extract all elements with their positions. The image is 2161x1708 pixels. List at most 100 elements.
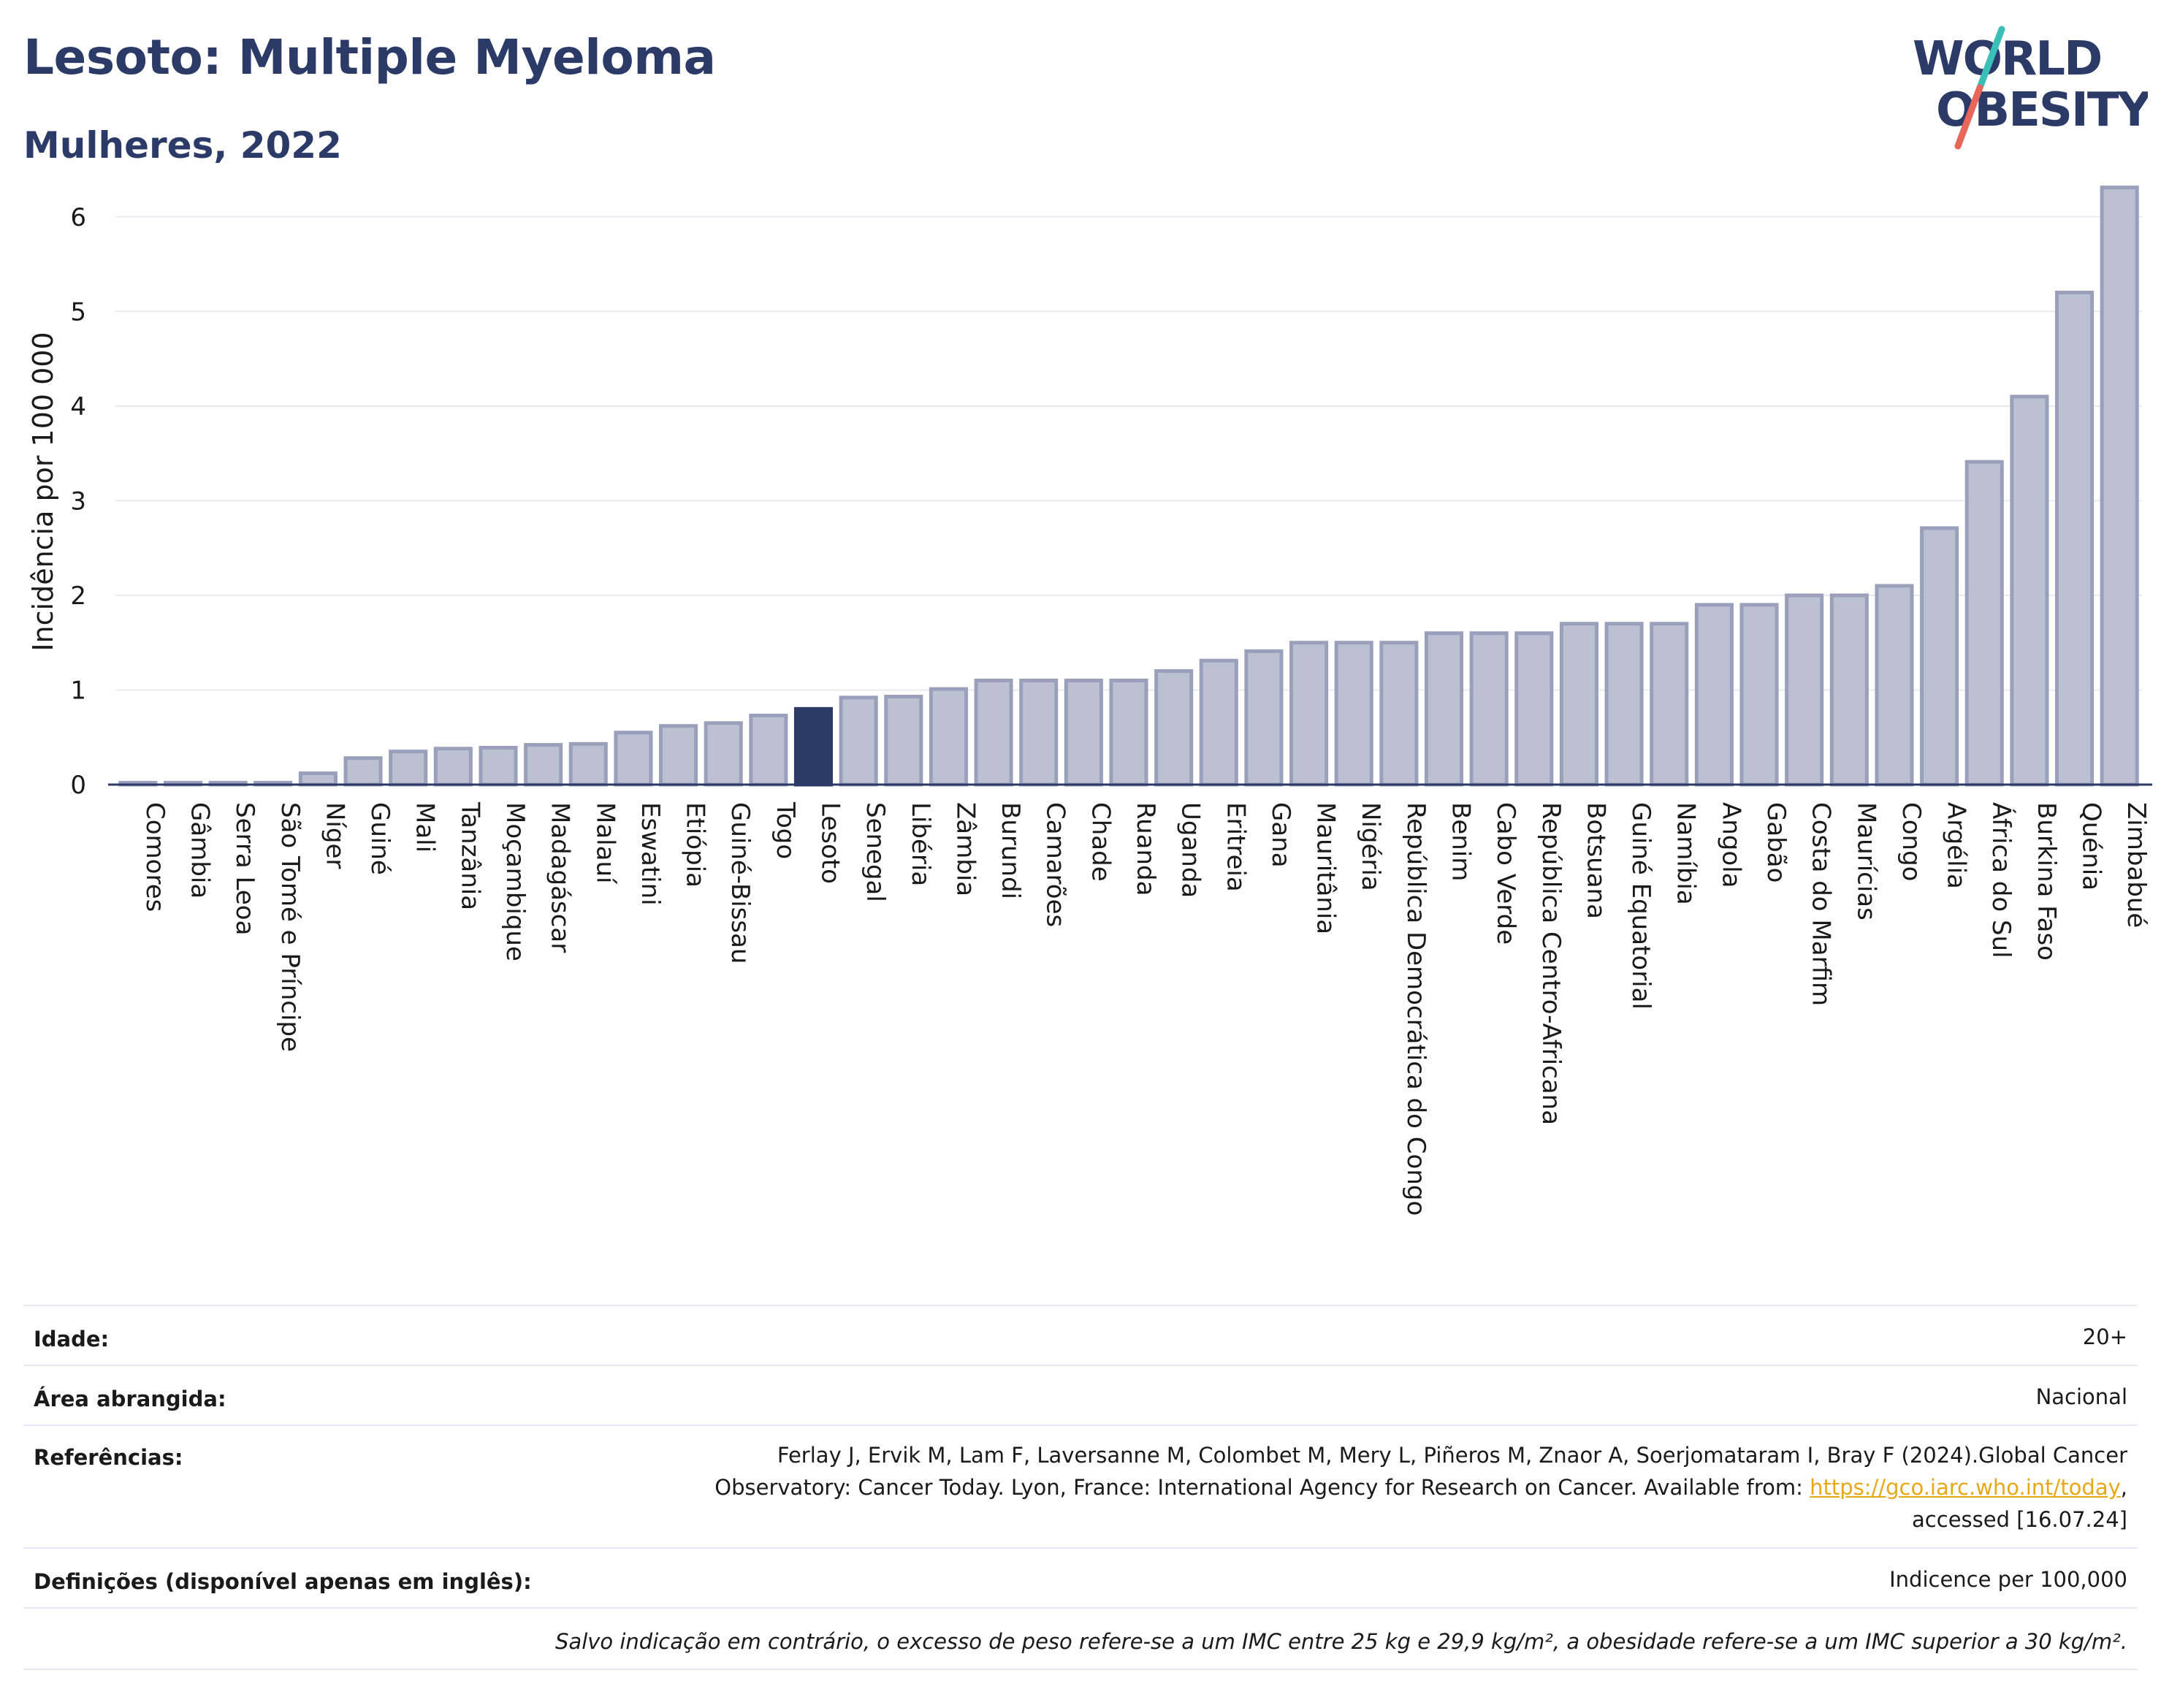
definitions-value: Indicence per 100,000 [1889,1567,2127,1592]
x-tick-label: Eswatini [636,802,665,906]
bar [1379,641,1419,787]
age-label: Idade: [34,1327,110,1351]
x-tick-label: Zimbabué [2122,802,2151,928]
x-tick-label: Gâmbia [185,802,214,899]
bar [1694,603,1734,787]
x-tick-label: Ruanda [1131,802,1160,896]
bar [704,721,743,787]
x-tick-label: Zâmbia [950,802,980,896]
y-tick-label: 2 [70,582,86,611]
x-tick-label: Mauritânia [1311,802,1341,934]
y-tick-label: 3 [70,487,86,516]
x-tick-label: Eritreia [1221,802,1250,892]
y-tick-label: 5 [70,297,86,327]
references-label: Referências: [34,1445,183,1470]
bar [2100,186,2139,787]
area-label: Área abrangida: [34,1387,226,1411]
bar [298,771,338,787]
definitions-label: Definições (disponível apenas em inglês)… [34,1569,532,1594]
x-tick-label: África do Sul [1986,802,2016,958]
x-tick-label: Senegal [861,802,890,902]
bar [1064,679,1103,787]
chart-title: Lesoto: Multiple Myeloma [23,29,716,85]
references-line-2: Observatory: Cancer Today. Lyon, France:… [714,1471,2127,1503]
x-tick-labels: Comores Gâmbia Serra Leoa São Tomé e Prínci… [140,801,2151,1216]
bar [749,713,788,787]
bar [659,724,698,787]
y-tick-label: 1 [70,676,86,705]
bar [479,745,518,787]
bar [2010,394,2049,787]
x-tick-label: Camarões [1041,802,1070,927]
bar [343,756,383,787]
x-tick-label: Nigéria [1356,802,1385,891]
bar [1920,526,1959,787]
bar [1559,622,1598,787]
age-value: 20+ [2082,1324,2127,1349]
references-line-2-suffix: , [2120,1475,2127,1500]
x-tick-label: Burundi [996,802,1025,899]
bar [1154,669,1194,787]
x-tick-label: Argélia [1942,802,1971,889]
bar [1829,593,1869,787]
x-tick-label: Libéria [906,802,935,886]
references-link[interactable]: https://gco.iarc.who.int/today [1810,1475,2121,1500]
chart-subtitle: Mulheres, 2022 [23,124,342,167]
x-tick-label: Comores [140,802,169,912]
x-tick-label: Angola [1716,802,1745,888]
logo-slash-red [1954,84,1983,150]
info-row-note: Salvo indicação em contrário, o excesso … [23,1607,2138,1670]
bar [1244,649,1284,787]
bar [1424,631,1464,787]
x-tick-label: Quénia [2077,802,2106,891]
info-row-references: Referências: Ferlay J, Ervik M, Lam F, L… [23,1425,2138,1549]
bar [1109,679,1148,787]
obesity-definition-note: Salvo indicação em contrário, o excesso … [555,1629,2127,1654]
references-line-2-text: Observatory: Cancer Today. Lyon, France:… [714,1475,1810,1500]
x-tick-label: Malauí [590,802,620,885]
bar [1514,631,1554,787]
bar [1964,460,2004,787]
world-obesity-logo: WORLD OBESITY [1913,26,2148,150]
info-row-area: Área abrangida: Nacional [23,1365,2138,1426]
x-tick-label: Namíbia [1672,802,1701,905]
x-tick-label: República Centro-Africana [1536,802,1566,1125]
bar [839,695,878,787]
y-tick-label: 4 [70,392,86,422]
bar [568,741,608,787]
references-line-3: accessed [16.07.24] [1912,1507,2127,1532]
bar [1199,658,1238,787]
x-tick-label: Cabo Verde [1491,802,1520,945]
x-tick-label: Togo [771,801,800,859]
x-tick-label: Congo [1897,802,1926,881]
bar [1469,631,1509,787]
x-tick-label: Guiné-Bissau [725,802,755,964]
x-tick-label: Madagáscar [546,802,575,953]
references-line-1: Ferlay J, Ervik M, Lam F, Laversanne M, … [777,1443,2127,1468]
x-tick-label: Guiné [365,802,395,875]
references-value: Ferlay J, Ervik M, Lam F, Laversanne M, … [714,1439,2127,1536]
logo-slash-teal [1976,26,2005,91]
x-tick-label: São Tomé e Príncipe [275,802,305,1052]
bar [884,695,923,787]
bar [929,687,968,787]
bar [433,747,473,787]
x-tick-label: Uganda [1176,802,1205,898]
y-tick-labels: 0 1 2 3 4 5 6 [70,203,86,800]
bar [2054,290,2095,787]
bar [614,731,653,787]
x-tick-label: Tanzânia [455,801,484,910]
bar [1289,641,1329,787]
bar [1785,593,1824,787]
bars [118,186,2139,787]
bar [1604,622,1644,787]
x-tick-label: Gana [1266,802,1295,868]
x-tick-label: Etiópia [681,802,710,888]
x-tick-label: Moçambique [500,802,530,961]
bar [1875,584,1914,787]
area-value: Nacional [2035,1384,2127,1409]
y-tick-label: 6 [70,203,86,232]
logo-text-world: WORLD [1913,32,2101,86]
x-tick-label: República Democrática do Congo [1401,802,1430,1216]
y-axis-label: Incidência por 100 000 [27,332,59,651]
